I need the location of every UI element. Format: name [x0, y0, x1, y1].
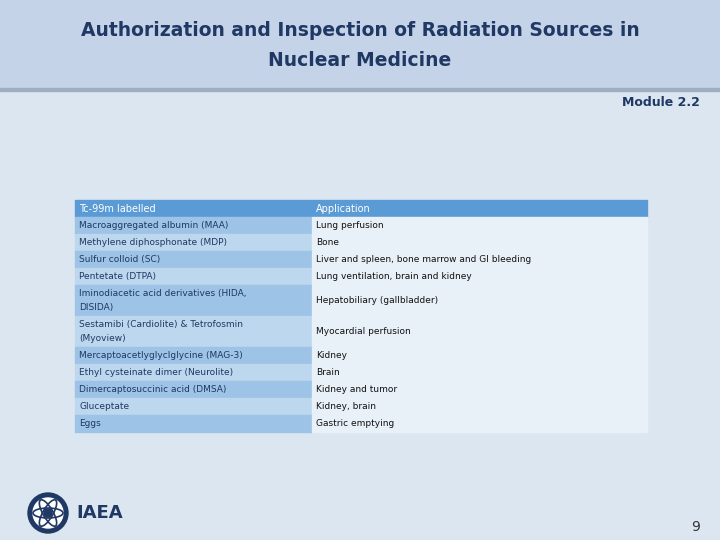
Text: Macroaggregated albumin (MAA): Macroaggregated albumin (MAA)	[79, 221, 228, 230]
Text: (Myoview): (Myoview)	[79, 334, 125, 343]
Text: DISIDA): DISIDA)	[79, 303, 113, 312]
Bar	[0, 88, 720, 91]
Text: Kidney and tumor: Kidney and tumor	[316, 385, 397, 394]
Bar	[312, 364, 647, 381]
Bar	[75, 415, 312, 432]
Text: Gastric emptying: Gastric emptying	[316, 419, 395, 428]
Text: Pentetate (DTPA): Pentetate (DTPA)	[79, 272, 156, 281]
Text: Iminodiacetic acid derivatives (HIDA,: Iminodiacetic acid derivatives (HIDA,	[79, 289, 246, 298]
Text: Mercaptoacetlyglyclglycine (MAG-3): Mercaptoacetlyglyclglycine (MAG-3)	[79, 351, 243, 360]
Bar	[312, 285, 647, 316]
Text: Module 2.2: Module 2.2	[622, 96, 700, 109]
Bar	[75, 217, 312, 234]
Bar	[75, 398, 312, 415]
Bar	[75, 251, 312, 268]
Bar	[0, 0, 720, 88]
Bar	[312, 381, 647, 398]
Text: Bone: Bone	[316, 238, 339, 247]
Text: IAEA: IAEA	[76, 504, 122, 522]
Bar	[312, 268, 647, 285]
Text: Lung ventilation, brain and kidney: Lung ventilation, brain and kidney	[316, 272, 472, 281]
Bar	[75, 268, 312, 285]
Bar	[312, 316, 647, 347]
Text: Myocardial perfusion: Myocardial perfusion	[316, 327, 410, 336]
Bar	[312, 398, 647, 415]
Text: Nuclear Medicine: Nuclear Medicine	[269, 51, 451, 70]
Text: 9: 9	[691, 520, 700, 534]
Text: Methylene diphosphonate (MDP): Methylene diphosphonate (MDP)	[79, 238, 227, 247]
Text: Sulfur colloid (SC): Sulfur colloid (SC)	[79, 255, 161, 264]
Text: Eggs: Eggs	[79, 419, 101, 428]
Text: Application: Application	[316, 204, 371, 213]
Text: Hepatobiliary (gallbladder): Hepatobiliary (gallbladder)	[316, 296, 438, 305]
Bar	[312, 251, 647, 268]
Bar	[312, 347, 647, 364]
Text: Gluceptate: Gluceptate	[79, 402, 129, 411]
Bar	[75, 381, 312, 398]
Text: Kidney: Kidney	[316, 351, 347, 360]
Bar	[75, 200, 647, 217]
Bar	[75, 285, 312, 316]
Text: Brain: Brain	[316, 368, 340, 377]
Text: Dimercaptosuccinic acid (DMSA): Dimercaptosuccinic acid (DMSA)	[79, 385, 226, 394]
Text: Lung perfusion: Lung perfusion	[316, 221, 384, 230]
Circle shape	[28, 493, 68, 533]
Bar	[75, 347, 312, 364]
Bar	[75, 316, 312, 347]
Text: Liver and spleen, bone marrow and GI bleeding: Liver and spleen, bone marrow and GI ble…	[316, 255, 531, 264]
Bar	[75, 364, 312, 381]
Circle shape	[33, 498, 63, 528]
Text: Tc-99m labelled: Tc-99m labelled	[79, 204, 156, 213]
Bar	[312, 217, 647, 234]
Circle shape	[44, 509, 52, 517]
Bar	[312, 234, 647, 251]
Text: Authorization and Inspection of Radiation Sources in: Authorization and Inspection of Radiatio…	[81, 21, 639, 39]
Text: Kidney, brain: Kidney, brain	[316, 402, 376, 411]
Text: Ethyl cysteinate dimer (Neurolite): Ethyl cysteinate dimer (Neurolite)	[79, 368, 233, 377]
Bar	[312, 415, 647, 432]
Bar	[75, 234, 312, 251]
Text: Sestamibi (Cardiolite) & Tetrofosmin: Sestamibi (Cardiolite) & Tetrofosmin	[79, 320, 243, 329]
